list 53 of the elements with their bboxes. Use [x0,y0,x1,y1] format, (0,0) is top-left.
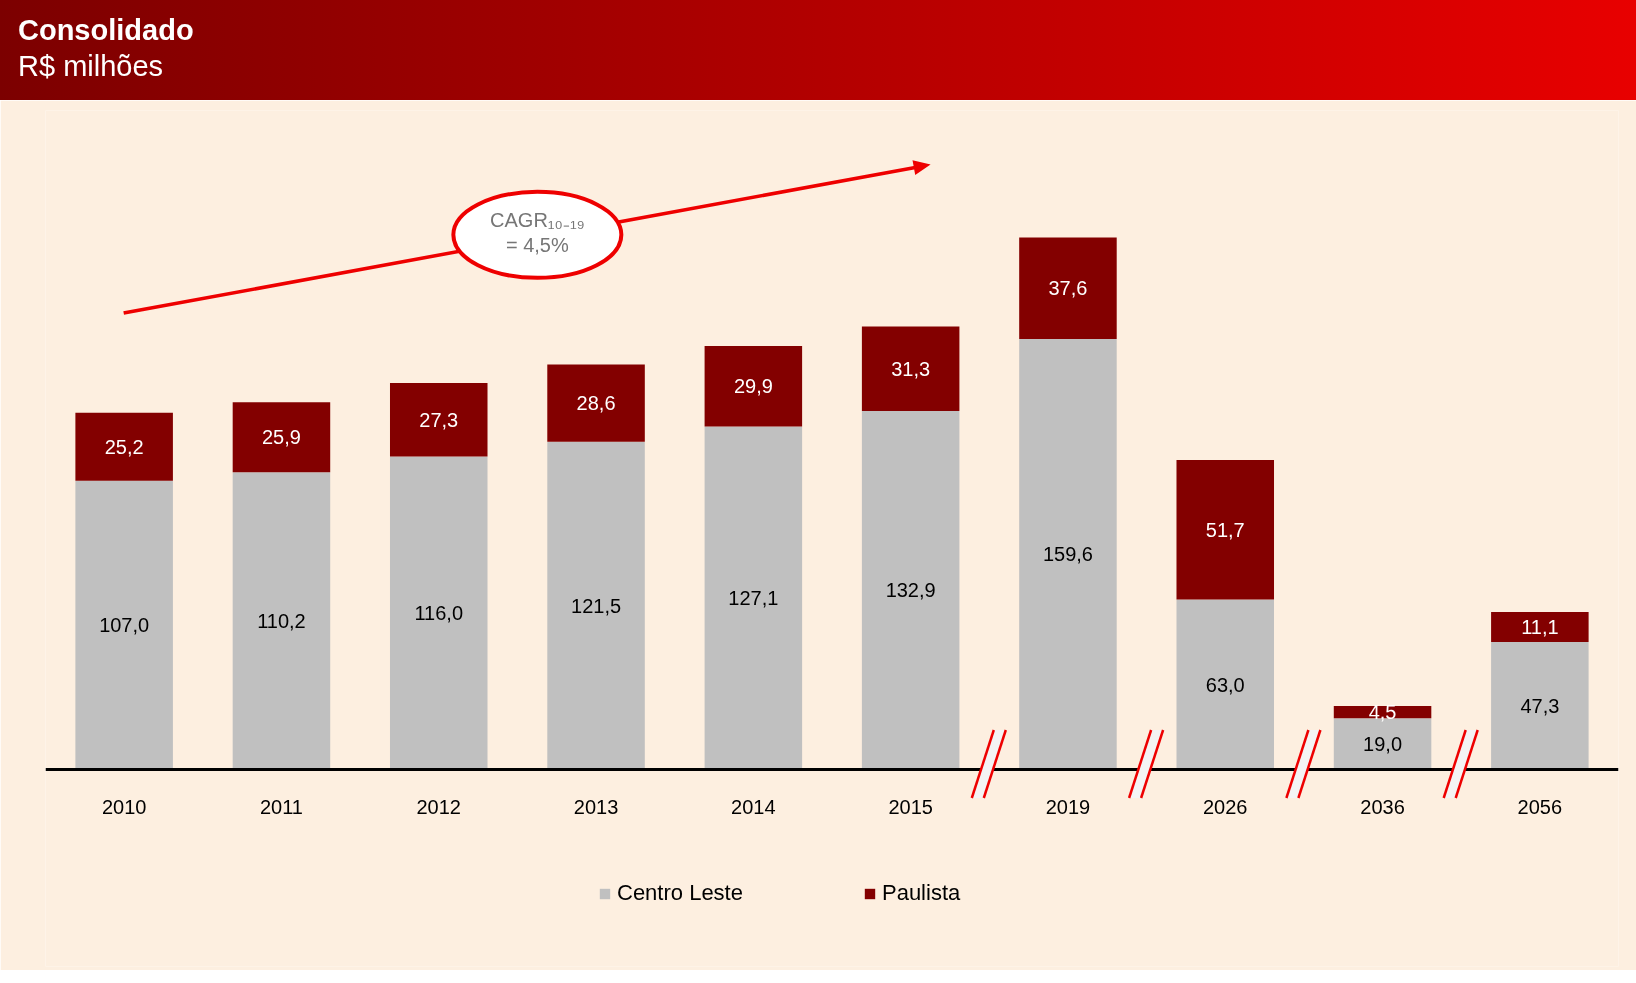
data-label: 121,5 [571,594,622,617]
bar [1019,237,1117,339]
x-tick-label: 2012 [416,795,461,818]
bar [1176,460,1275,600]
bar [75,480,173,770]
data-label: 27,3 [419,408,459,431]
bar [704,426,803,770]
x-tick-label: 2019 [1045,795,1091,818]
legend-label: Centro Leste [617,880,743,906]
legend-label: Paulista [881,880,961,906]
data-label: 159,6 [1042,543,1093,566]
data-label: 25,9 [261,426,301,449]
data-label: 28,6 [576,392,616,415]
x-tick-label: 2011 [259,795,303,818]
data-label: 11,1 [1521,615,1559,638]
data-label: 107,0 [99,614,150,637]
data-label: 127,1 [728,587,779,610]
bar [75,412,173,481]
bar [389,382,488,457]
bar [1491,641,1589,770]
x-tick-label: 2056 [1517,795,1563,818]
chart-title: Consolidado [18,13,194,48]
data-label: 51,7 [1205,518,1245,541]
x-tick-label: 2026 [1203,795,1248,818]
bar [232,472,331,770]
bar [861,326,960,411]
data-label: 29,9 [733,375,773,398]
x-tick-label: 2013 [573,795,619,818]
data-label: 116,0 [414,602,464,625]
bar [232,402,331,473]
annotation: CAGR₁₀₋₁₉ = 4,5% [490,209,585,257]
bar [861,410,960,770]
bar [547,364,645,442]
chart-subtitle: R$ milhões [18,49,165,84]
data-label: 63,0 [1205,673,1245,696]
data-label: 132,9 [885,579,936,602]
x-tick-label: 2010 [101,795,147,818]
bar [547,441,645,770]
bar [1491,611,1589,642]
data-label: 31,3 [891,357,931,380]
data-label: 19,0 [1363,732,1403,755]
bar [389,456,488,770]
bar [1019,338,1117,770]
x-tick-label: 2014 [731,795,776,818]
x-tick-label: 2015 [888,795,933,818]
bar [1176,599,1275,770]
data-label: 47,3 [1520,694,1560,717]
data-label: 25,2 [104,435,144,458]
data-label: 110,2 [257,609,306,632]
data-label: 4,5 [1368,701,1397,724]
data-label: 37,6 [1048,277,1088,300]
x-tick-label: 2036 [1360,795,1405,818]
bar [704,345,803,427]
